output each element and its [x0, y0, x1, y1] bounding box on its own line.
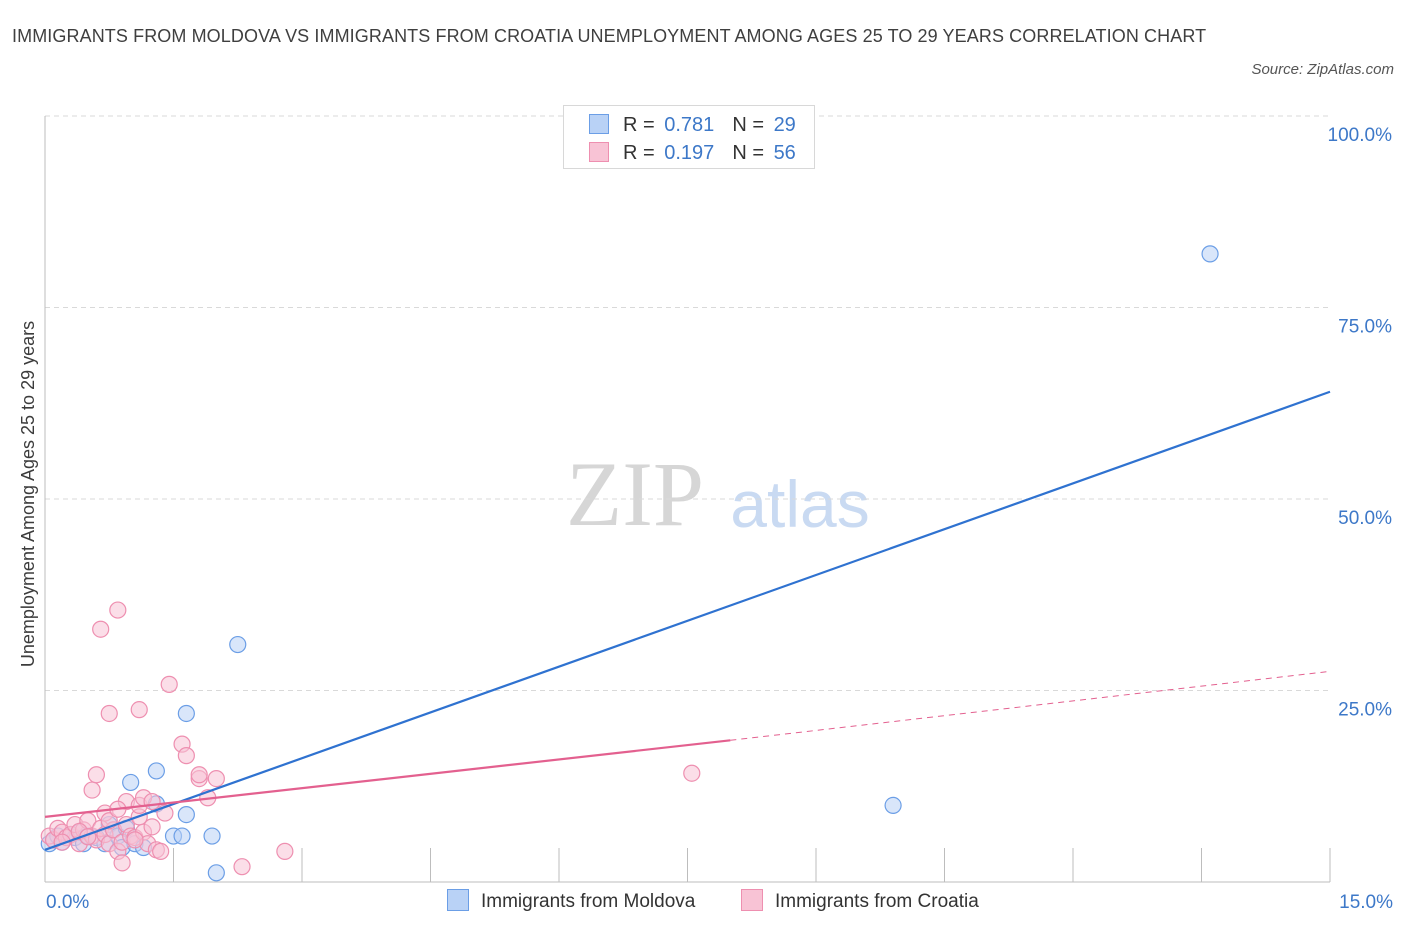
moldova-point: [173, 827, 191, 845]
croatia-point: [83, 781, 101, 799]
croatia-point: [100, 704, 118, 723]
watermark: ZIP atlas: [566, 443, 870, 545]
croatia-point: [126, 831, 144, 849]
moldova-point: [203, 827, 221, 845]
moldova-point: [207, 864, 225, 882]
croatia-point: [109, 601, 127, 619]
moldova-point: [177, 805, 195, 824]
source-label: Source: ZipAtlas.com: [1251, 61, 1394, 78]
watermark-zip: ZIP: [566, 443, 704, 545]
croatia-point: [276, 842, 294, 860]
series-legend: Immigrants from Moldova Immigrants from …: [0, 888, 1406, 916]
legend-n-value-moldova: 29: [773, 114, 796, 136]
gridlines: [45, 115, 1330, 691]
axes: [44, 116, 1331, 883]
x-tick-label: 0.0%: [46, 892, 89, 913]
legend-label-moldova: Immigrants from Moldova: [481, 891, 696, 912]
legend-r-label: R =: [623, 142, 655, 164]
legend-n-value-croatia: 56: [773, 142, 796, 164]
croatia-point: [143, 792, 161, 811]
moldova-point: [884, 796, 902, 815]
croatia-point: [177, 747, 195, 765]
croatia-point: [683, 764, 701, 782]
legend-label-croatia: Immigrants from Croatia: [775, 891, 979, 912]
chart-title: IMMIGRANTS FROM MOLDOVA VS IMMIGRANTS FR…: [12, 26, 1207, 46]
croatia-point: [143, 818, 161, 836]
croatia-point: [87, 766, 106, 784]
legend-item-moldova[interactable]: Immigrants from Moldova: [447, 888, 695, 916]
legend-n-label: N =: [732, 142, 764, 164]
correlation-legend: R = 0.781 N = 29 R = 0.197 N = 56: [563, 105, 815, 169]
legend-r-value-croatia: 0.197: [664, 142, 715, 164]
tick-labels: 25.0% 50.0% 75.0% 100.0% 0.0% 15.0%: [46, 125, 1393, 913]
series-croatia-points: [40, 601, 701, 876]
legend-swatch-croatia: [741, 889, 763, 911]
croatia-point: [160, 675, 178, 693]
y-tick-label: 25.0%: [1338, 700, 1392, 721]
legend-r-label: R =: [623, 114, 655, 136]
trend-line-moldova: [44, 390, 1331, 851]
x-tick-label: 15.0%: [1339, 892, 1393, 913]
legend-r-value-moldova: 0.781: [664, 114, 715, 136]
legend-row-moldova: R = 0.781 N = 29: [589, 113, 796, 137]
croatia-point: [190, 766, 208, 784]
y-tick-label: 75.0%: [1338, 317, 1392, 338]
legend-n-label: N =: [732, 114, 764, 136]
y-tick-label: 100.0%: [1328, 125, 1393, 146]
moldova-point: [177, 704, 195, 723]
legend-item-croatia[interactable]: Immigrants from Croatia: [741, 888, 979, 916]
legend-swatch-croatia: [589, 142, 609, 162]
trend-lines: [44, 390, 1331, 851]
moldova-point: [229, 635, 247, 654]
croatia-point: [233, 858, 251, 876]
legend-swatch-moldova: [589, 114, 609, 134]
moldova-point: [1201, 245, 1219, 263]
moldova-point: [122, 773, 140, 792]
legend-row-croatia: R = 0.197 N = 56: [589, 141, 796, 165]
watermark-atlas: atlas: [730, 467, 869, 541]
croatia-point: [113, 854, 131, 872]
y-tick-label: 50.0%: [1338, 508, 1392, 529]
moldova-point: [147, 762, 165, 780]
legend-swatch-moldova: [447, 889, 469, 911]
y-axis-label: Unemployment Among Ages 25 to 29 years: [18, 321, 38, 667]
trend-line-croatia-extension: [730, 670, 1331, 741]
croatia-point: [130, 701, 148, 719]
croatia-point: [92, 620, 110, 638]
trend-line-croatia: [44, 739, 731, 818]
croatia-point: [207, 769, 225, 788]
croatia-point: [152, 842, 170, 860]
